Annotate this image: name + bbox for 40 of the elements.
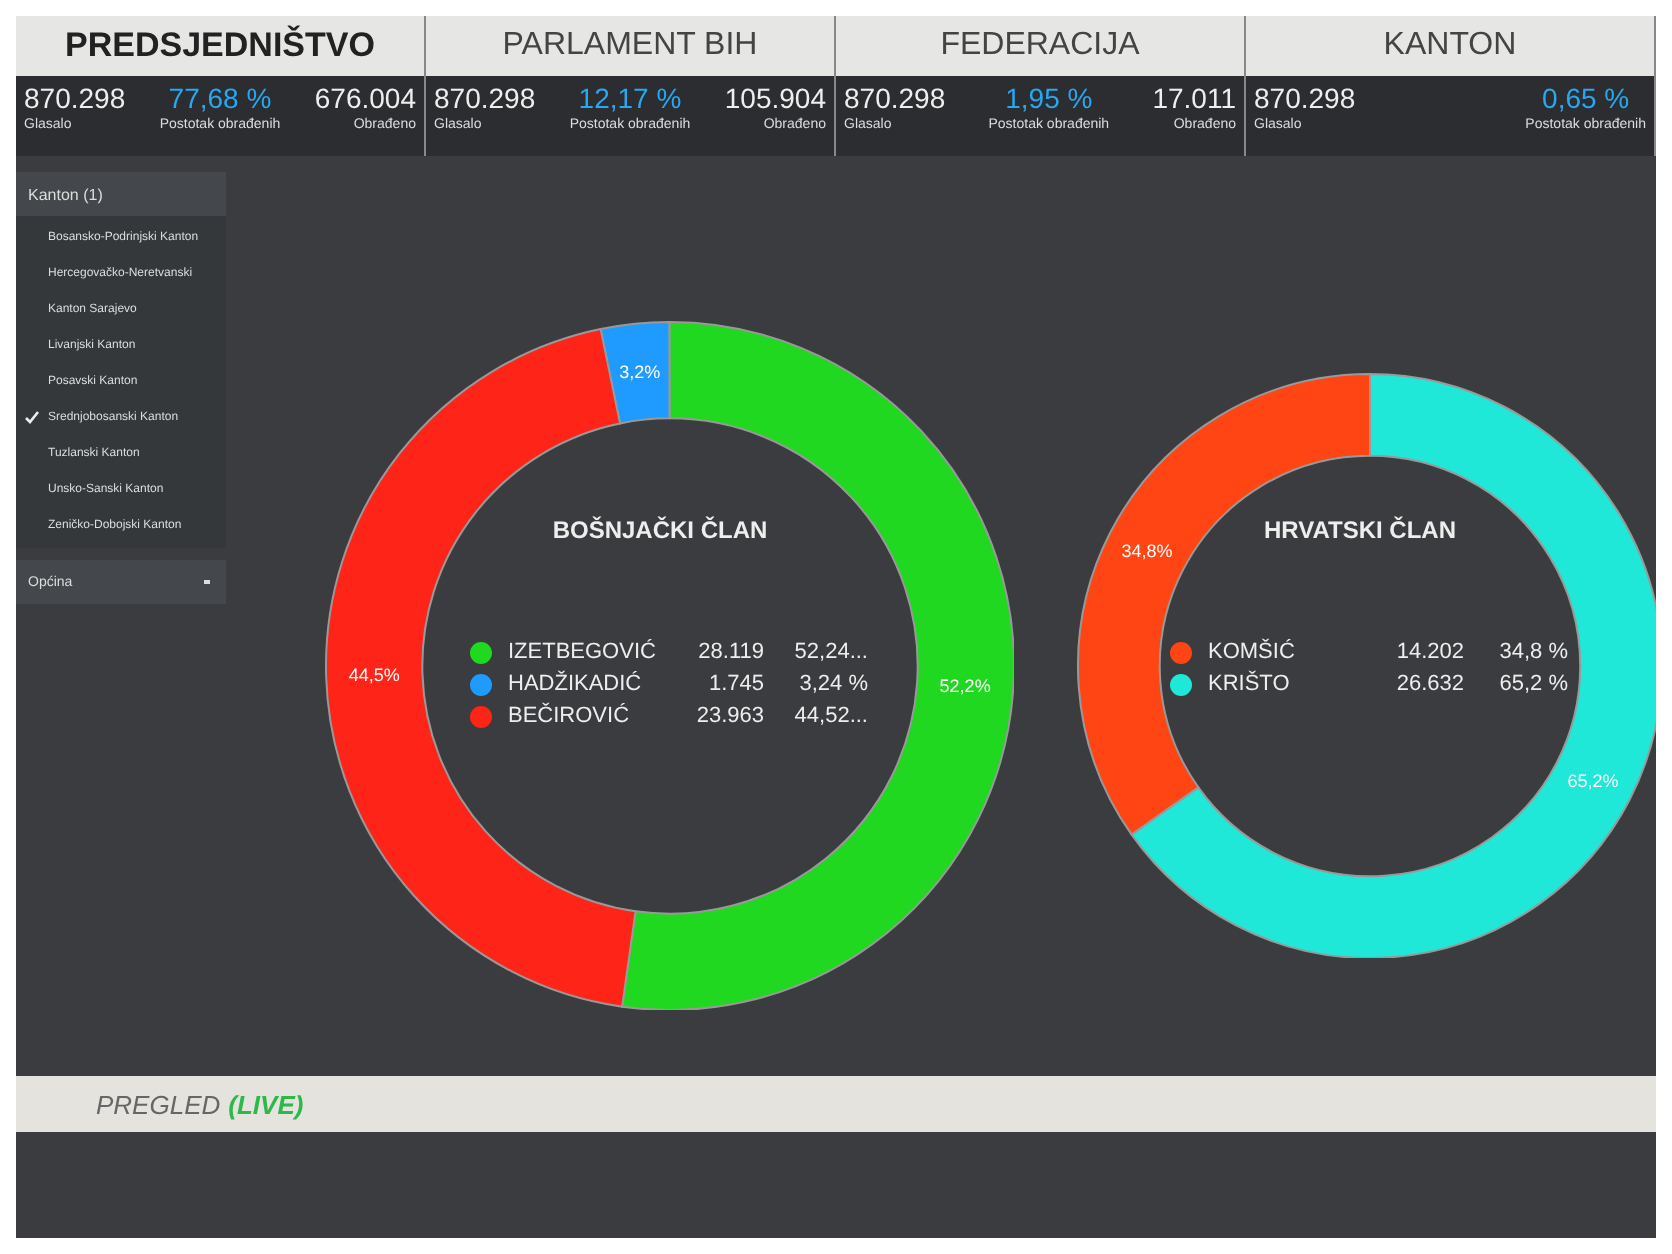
text: 870.298: [434, 82, 536, 114]
data-label: 3,2%: [619, 361, 661, 382]
text: 870.298: [844, 82, 946, 114]
text: HRVATSKI ČLAN: [1262, 516, 1458, 544]
text: PREGLED: [96, 1089, 221, 1119]
text: 34,8 %: [1497, 640, 1568, 664]
category-label: PARLAMENT BIH: [426, 16, 834, 76]
text: 3,24 %: [797, 672, 868, 696]
text: 105.904: [724, 82, 826, 114]
text: 77,68 %: [168, 82, 272, 114]
legend-label: IZETBEGOVIĆ: [508, 640, 658, 664]
legend-label: BEČIROVIĆ: [508, 704, 632, 728]
text: 1.745: [706, 672, 764, 696]
text: 23.963: [694, 704, 764, 728]
text: 17.011: [1152, 82, 1236, 114]
data-label: 52,2%: [939, 676, 991, 697]
text: 12,17 %: [578, 82, 682, 114]
text: Kanton (1): [16, 172, 226, 216]
text: 28.119: [696, 640, 764, 664]
text: (LIVE): [228, 1089, 304, 1119]
text: 65,2 %: [1497, 672, 1568, 696]
text: 44,52...: [792, 704, 868, 728]
text: 0,65 %: [1542, 82, 1630, 114]
text: 870.298: [1254, 82, 1356, 114]
legend-label: KOMŠIĆ: [1208, 640, 1297, 664]
category-label: PREDSJEDNIŠTVO: [16, 16, 424, 76]
text: 14.202: [1394, 640, 1464, 664]
data-label: 65,2%: [1567, 771, 1619, 792]
legend-label: KRIŠTO: [1208, 672, 1292, 696]
text: 1,95 %: [1005, 82, 1093, 114]
text: 676.004: [314, 82, 416, 114]
text: 870.298: [24, 82, 126, 114]
category-label: FEDERACIJA: [836, 16, 1244, 76]
legend-label: HADŽIKADIĆ: [508, 672, 644, 696]
category-label: KANTON: [1246, 16, 1654, 76]
text: 52,24...: [792, 640, 868, 664]
text: BOŠNJAČKI ČLAN: [550, 516, 770, 544]
data-label: 44,5%: [348, 665, 400, 686]
text: 26.632: [1394, 672, 1464, 696]
data-label: 34,8%: [1121, 540, 1173, 561]
